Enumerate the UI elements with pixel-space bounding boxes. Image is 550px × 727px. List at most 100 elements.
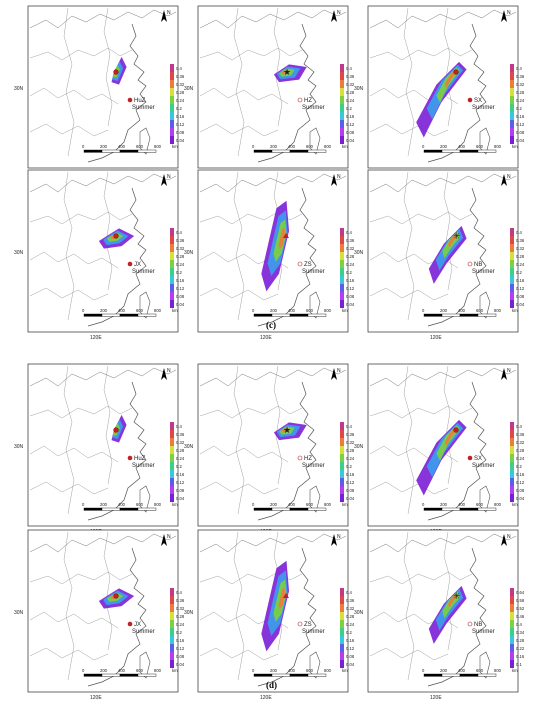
colorbar-tick-label: 0.04: [346, 138, 355, 143]
colorbar-tick-label: 0.16: [346, 114, 355, 119]
colorbar-tick-label: 0.36: [346, 74, 355, 79]
longitude-label: 120E: [260, 695, 272, 701]
colorbar-swatch: [340, 284, 344, 292]
colorbar-swatch: [340, 478, 344, 486]
colorbar-tick-label: 0.32: [346, 606, 355, 611]
colorbar-swatch: [340, 422, 344, 430]
season-label: Summer: [472, 269, 495, 275]
colorbar-swatch: [340, 628, 344, 636]
colorbar-swatch: [510, 478, 514, 486]
scale-bar: [253, 313, 327, 317]
map-frame: [27, 169, 179, 333]
colorbar-tick-label: 0.4: [516, 230, 522, 235]
site-marker-icon: ★: [283, 425, 291, 435]
site-label: HuZ: [134, 456, 146, 462]
colorbar-tick-label: 0.12: [176, 646, 185, 651]
colorbar-tick-label: 0.4: [516, 66, 522, 71]
scale-bar: [253, 149, 327, 153]
colorbar-tick-label: 0.28: [176, 254, 185, 259]
colorbar-swatch: [170, 104, 174, 112]
plume-contour: [447, 233, 458, 248]
colorbar-swatch: [510, 120, 514, 128]
colorbar-swatch: [340, 438, 344, 446]
latitude-label: 30N: [354, 86, 364, 92]
colorbar-swatch: [340, 588, 344, 596]
colorbar-tick-label: 0.08: [516, 294, 525, 299]
colorbar-tick-label: 0.24: [176, 456, 185, 461]
site-label: HZ: [304, 456, 312, 462]
scale-bar-label: 800: [324, 668, 332, 673]
colorbar-tick-label: 0.36: [516, 74, 525, 79]
latitude-label: 30N: [184, 86, 194, 92]
colorbar-tick-label: 0.16: [346, 638, 355, 643]
colorbar-swatch: [510, 284, 514, 292]
scale-bar-label: 200: [270, 668, 278, 673]
plume-contour: [447, 593, 458, 608]
colorbar-tick-label: 0.4: [346, 66, 352, 71]
colorbar-tick-label: 0.12: [346, 480, 355, 485]
latitude-label: 30N: [14, 250, 24, 256]
colorbar-swatch: [340, 64, 344, 72]
colorbar-swatch: [340, 80, 344, 88]
site-marker-icon: [283, 593, 289, 598]
colorbar-swatch: [170, 80, 174, 88]
scale-bar-label: 400: [118, 502, 126, 507]
colorbar-tick-label: 0.04: [346, 496, 355, 501]
colorbar-tick-label: 0.4: [346, 590, 352, 595]
scale-bar: [83, 507, 157, 511]
latitude-label: 30N: [354, 250, 364, 256]
latitude-label: 30N: [184, 444, 194, 450]
colorbar-tick-label: 0.24: [516, 98, 525, 103]
plume-contour: [444, 427, 458, 446]
scale-bar-label: 400: [118, 668, 126, 673]
scale-bar-label: 400: [288, 502, 296, 507]
scale-bar: [253, 507, 327, 511]
latitude-label: 30N: [184, 250, 194, 256]
colorbar-tick-label: 0.2: [346, 630, 352, 635]
colorbar-swatch: [340, 486, 344, 494]
colorbar-swatch: [510, 268, 514, 276]
scale-bar-label: 200: [270, 308, 278, 313]
colorbar-swatch: [170, 244, 174, 252]
colorbar-tick-label: 0.52: [516, 606, 525, 611]
latitude-label: 30N: [14, 86, 24, 92]
colorbar-tick-label: 0.08: [176, 294, 185, 299]
colorbar-swatch: [510, 260, 514, 268]
colorbar-tick-label: 0.32: [346, 82, 355, 87]
colorbar-tick-label: 0.2: [516, 106, 522, 111]
north-arrow-icon: N: [331, 10, 341, 22]
scale-bar-label: 800: [154, 502, 162, 507]
colorbar-tick-label: 0.16: [516, 114, 525, 119]
legend-marker-icon: [127, 455, 133, 461]
scale-bar-label: km: [512, 668, 518, 673]
colorbar-tick-label: 0.32: [176, 82, 185, 87]
colorbar-tick-label: 0.04: [346, 302, 355, 307]
colorbar-tick-label: 0.08: [346, 654, 355, 659]
scale-bar-label: 400: [458, 308, 466, 313]
north-arrow-icon: N: [161, 10, 171, 22]
north-arrow-icon: N: [501, 534, 511, 546]
north-label: N: [507, 368, 511, 374]
colorbar-tick-label: 0.08: [516, 130, 525, 135]
colorbar-swatch: [340, 620, 344, 628]
season-label: Summer: [132, 269, 155, 275]
colorbar-tick-label: 0.24: [346, 262, 355, 267]
colorbar-tick-label: 0.4: [176, 230, 182, 235]
colorbar-tick-label: 0.24: [346, 98, 355, 103]
colorbar-swatch: [340, 660, 344, 668]
scale-bar-label: km: [342, 668, 348, 673]
colorbar-tick-label: 0.12: [176, 480, 185, 485]
group-label: (d): [266, 680, 277, 690]
colorbar-swatch: [340, 260, 344, 268]
colorbar-swatch: [510, 244, 514, 252]
colorbar-tick-label: 0.36: [176, 74, 185, 79]
colorbar-swatch: [510, 612, 514, 620]
site-label: SX: [474, 456, 482, 462]
map-frame: [27, 363, 179, 527]
colorbar-tick-label: 0.28: [516, 254, 525, 259]
scale-bar-label: 600: [306, 668, 314, 673]
